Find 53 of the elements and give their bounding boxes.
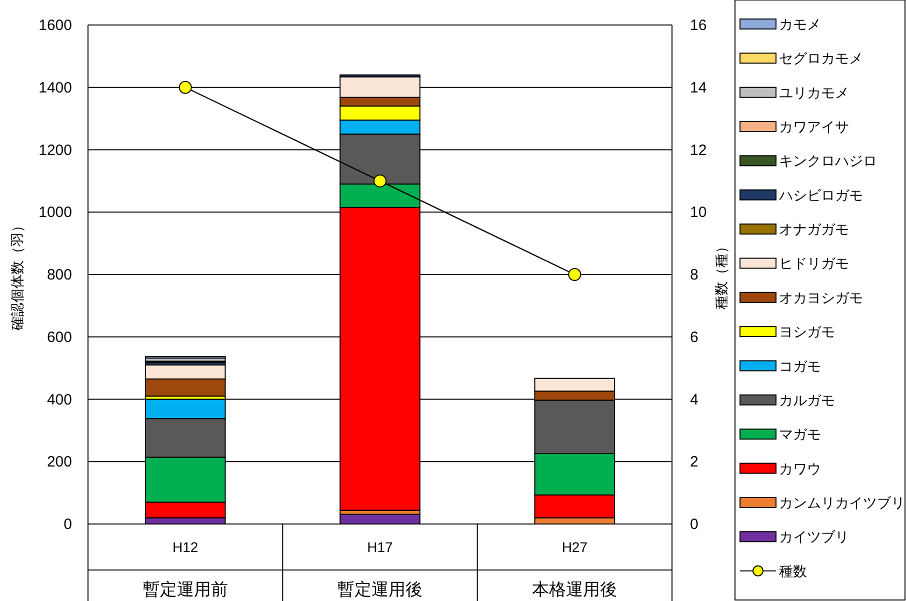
bar [144, 502, 226, 518]
legend-label: ユリカモメ [779, 84, 849, 100]
legend-label: 種数 [779, 562, 807, 579]
bar [534, 400, 616, 454]
legend-label: カワウ [779, 460, 821, 476]
bar [340, 120, 420, 135]
y2-tick-label: 8 [690, 266, 698, 284]
legend-label: オナガガモ [779, 221, 849, 238]
y-tick-label: 400 [46, 391, 72, 408]
y2-tick-label: 4 [690, 391, 698, 408]
legend-label: キンクロハジロ [779, 152, 877, 169]
legend-label: オカヨシガモ [779, 289, 863, 306]
y2-tick-label: 14 [690, 79, 707, 96]
y-tick-label: 800 [46, 266, 72, 284]
legend-label: カモメ [779, 16, 821, 32]
y-tick-label: 1600 [38, 17, 72, 34]
legend-label: カワアイサ [779, 118, 849, 135]
point [178, 80, 192, 94]
point [374, 174, 386, 188]
legend-label: コガモ [779, 358, 821, 374]
y2-axis-title: 種数（種） [713, 240, 729, 310]
y2-tick-label: 0 [690, 516, 698, 533]
legend-label: カルガモ [779, 392, 835, 408]
legend-label: ヒドリガモ [779, 255, 849, 272]
y2-tick-label: 2 [690, 454, 698, 471]
bar [340, 184, 420, 208]
legend-label: セグロカモメ [779, 50, 863, 66]
legend-label: ヨシガモ [779, 324, 835, 340]
bar [144, 418, 226, 458]
y2-tick-label: 10 [690, 204, 707, 222]
category-label: H12 暫定運用前 [142, 539, 228, 599]
legend-label: ハシビロガモ [778, 186, 863, 203]
legend-label: カンムリカイツブリ [779, 494, 905, 510]
y2-tick-label: 6 [690, 328, 698, 346]
bar [534, 494, 616, 518]
bar [534, 378, 616, 392]
y2-tick-label: 16 [690, 17, 707, 34]
category-label: H27 本格運用後 [532, 539, 618, 599]
y-tick-label: 1000 [38, 204, 72, 222]
y-tick-label: 600 [46, 328, 72, 346]
bar [340, 106, 420, 121]
legend-label: カイツブリ [779, 528, 849, 545]
y-tick-label: 200 [46, 454, 72, 471]
y-axis-title: 確認個体数（羽） [9, 218, 25, 332]
y-tick-label: 1200 [38, 142, 72, 159]
y2-tick-label: 12 [690, 142, 707, 159]
y-tick-label: 1400 [38, 79, 72, 96]
category-label: H17 暫定運用後 [338, 539, 422, 599]
bar [144, 398, 226, 420]
y-tick-label: 0 [64, 516, 72, 533]
legend-label: マガモ [779, 426, 821, 442]
point [568, 268, 582, 281]
bar [144, 378, 226, 397]
